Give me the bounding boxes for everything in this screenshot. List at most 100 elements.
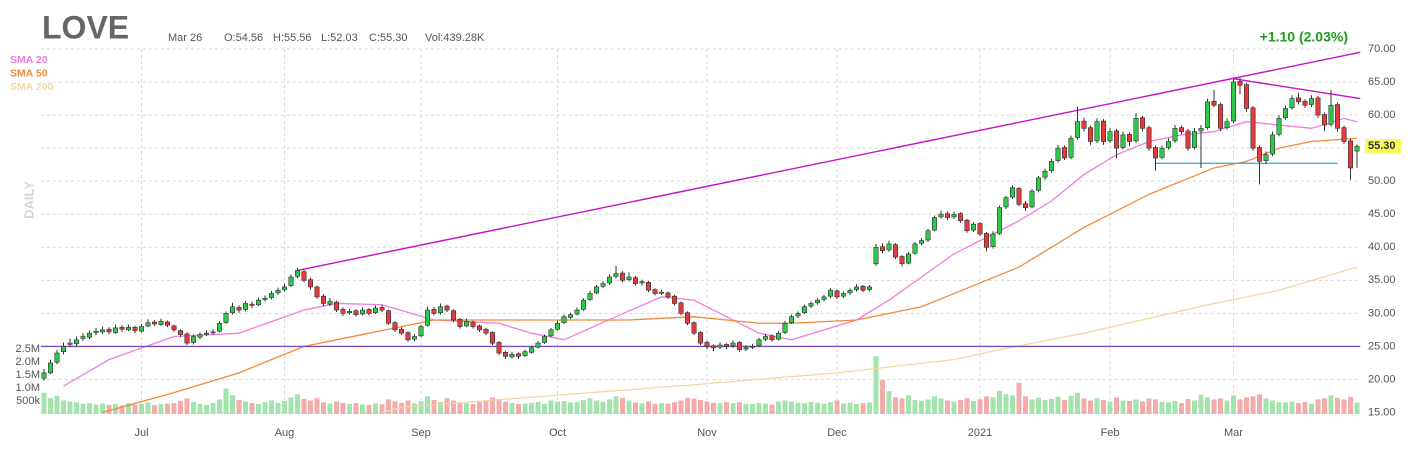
volume-bar — [776, 401, 781, 414]
volume-bar — [1107, 401, 1113, 414]
volume-bar — [665, 403, 671, 414]
volume-bar — [971, 401, 976, 414]
last-price-label: 55.30 — [1368, 140, 1396, 152]
volume-bar — [399, 402, 404, 414]
candle-body — [1322, 114, 1328, 126]
volume-bar — [418, 401, 424, 414]
candle-body — [1231, 81, 1237, 122]
candle-body — [840, 293, 846, 297]
candle-body — [912, 243, 918, 254]
candle-body — [385, 310, 391, 324]
candle-body — [145, 322, 151, 327]
volume-bar — [1250, 396, 1256, 414]
candle-body — [990, 233, 996, 247]
candle-body — [548, 329, 554, 337]
volume-bar — [243, 401, 248, 414]
candle-body — [710, 345, 716, 349]
volume-bar — [412, 403, 417, 414]
volume-bar — [516, 404, 521, 414]
volume-bar — [1114, 397, 1119, 414]
candle-body — [236, 307, 242, 311]
candle-body — [379, 307, 385, 311]
volume-bar — [951, 401, 957, 414]
volume-bar — [581, 400, 586, 414]
candle-body — [327, 301, 333, 305]
candle-body — [113, 327, 119, 333]
date: Mar 26 — [168, 32, 202, 44]
volume-bar — [893, 397, 898, 414]
volume-bar — [347, 403, 352, 414]
candle-body — [977, 223, 983, 235]
volume-bar — [87, 403, 92, 414]
volume-bar — [100, 403, 105, 414]
candle-body — [359, 309, 365, 315]
volume-bar — [301, 398, 307, 414]
candle-body — [152, 321, 158, 325]
volume-bar — [1315, 399, 1321, 414]
volume-bar — [1023, 396, 1028, 414]
candle-body — [1289, 98, 1295, 109]
candle-body — [801, 306, 807, 314]
candle-body — [866, 286, 872, 290]
candle-body — [788, 316, 794, 323]
candle-body — [1029, 190, 1035, 208]
volume-bar — [139, 403, 144, 414]
volume-bar — [1185, 398, 1191, 414]
volume-bar — [67, 401, 73, 414]
volume-bar — [1166, 402, 1171, 414]
sma-line — [381, 266, 1358, 414]
candle-body — [217, 322, 223, 332]
volume-bar — [984, 396, 989, 414]
candle-body — [197, 334, 203, 338]
volume-bar — [126, 403, 131, 414]
volume-bar — [1322, 398, 1327, 414]
candle-body — [457, 319, 463, 327]
volume-bar — [854, 403, 859, 414]
volume-bar — [61, 400, 66, 414]
volume-bar — [1003, 394, 1009, 414]
candle-body — [736, 342, 742, 351]
volume-bar — [1309, 403, 1314, 414]
candle-body — [1283, 108, 1289, 119]
volume-bar — [1276, 402, 1282, 414]
volume-bar — [1328, 395, 1334, 414]
candle-body — [301, 271, 307, 281]
volume-bar — [555, 401, 560, 414]
candle-body — [444, 305, 450, 311]
volume-bar — [165, 403, 170, 414]
candle-body — [509, 354, 515, 358]
candle-body — [853, 286, 859, 290]
candle-body — [665, 292, 671, 298]
volume-bar — [444, 398, 450, 414]
volume-bar — [54, 395, 60, 414]
candle-body — [1276, 118, 1282, 135]
volume-bar — [834, 400, 840, 414]
volume-bar — [815, 402, 820, 414]
candle-body — [132, 326, 138, 331]
candle-body — [1016, 188, 1022, 205]
volume-bar — [191, 401, 196, 414]
volume-bar — [763, 403, 768, 414]
volume-bar — [1283, 402, 1288, 414]
volume-bar — [74, 402, 79, 414]
candle-body — [1101, 120, 1107, 142]
candle-body — [1270, 134, 1276, 155]
volume-bar — [1172, 401, 1178, 414]
volume-bar — [256, 403, 261, 414]
candle-body — [489, 332, 495, 344]
candle-body — [1094, 121, 1100, 142]
volume-bar — [1198, 394, 1204, 414]
y-tick-label: 45.00 — [1368, 208, 1396, 220]
candle-body — [860, 285, 866, 291]
volume-bar — [535, 402, 541, 414]
volume-bar — [743, 403, 749, 414]
candle-body — [255, 299, 261, 306]
candle-body — [769, 335, 775, 341]
volume-bar — [314, 398, 320, 414]
candle-body — [1309, 98, 1315, 105]
candle-body — [275, 289, 281, 294]
candle-body — [288, 276, 294, 286]
volume-bar — [633, 402, 638, 414]
volume-bar — [1068, 395, 1074, 414]
